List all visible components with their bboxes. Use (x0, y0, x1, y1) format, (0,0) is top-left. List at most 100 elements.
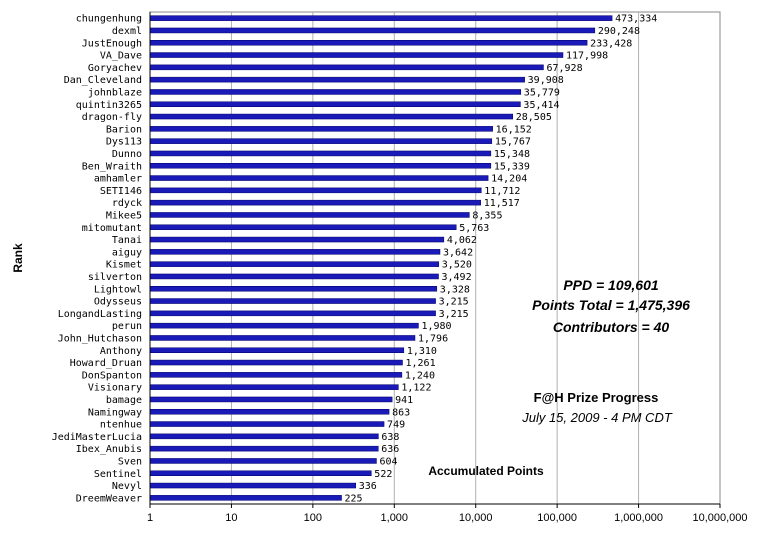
bar (149, 495, 342, 501)
category-label: Dys113 (106, 137, 142, 148)
x-tick-label: 100 (304, 512, 322, 524)
y-axis-title: Rank (11, 243, 25, 273)
value-label: 473,334 (615, 14, 657, 25)
category-label: Nevyl (112, 481, 142, 492)
category-label: Goryachev (88, 63, 142, 74)
bar (149, 396, 393, 403)
bar (149, 163, 492, 169)
bar (149, 470, 372, 476)
bar (149, 113, 514, 120)
points-total-annotation: Points Total = 1,475,396 (532, 297, 690, 313)
category-label: ntenhue (100, 420, 142, 431)
bar (149, 224, 457, 230)
value-label: 3,215 (439, 309, 469, 320)
category-label: JustEnough (82, 38, 142, 49)
value-label: 11,712 (484, 186, 520, 197)
progress-date: July 15, 2009 - 4 PM CDT (521, 410, 673, 425)
bar (149, 101, 521, 107)
value-label: 67,928 (546, 63, 582, 74)
category-label: perun (112, 321, 142, 332)
bar (149, 409, 390, 415)
value-label: 4,062 (447, 235, 477, 246)
ppd-annotation: PPD = 109,601 (563, 277, 659, 293)
value-label: 941 (395, 395, 413, 406)
x-tick-label: 1,000 (381, 512, 409, 524)
contributors-annotation: Contributors = 40 (553, 319, 670, 335)
category-label: quintin3265 (76, 100, 142, 111)
category-label: Mikee5 (106, 210, 142, 221)
bar (149, 298, 436, 304)
category-label: JediMasterLucia (52, 432, 142, 443)
value-label: 225 (345, 493, 363, 504)
value-label: 1,261 (405, 358, 435, 369)
value-label: 1,122 (401, 383, 431, 394)
x-tick-label: 10,000 (459, 512, 493, 524)
bar (149, 421, 385, 427)
category-label: silverton (88, 272, 142, 283)
bar (149, 64, 544, 71)
category-label: Howard_Druan (70, 358, 142, 369)
x-tick-label: 10,000,000 (692, 512, 747, 524)
bar (149, 27, 596, 34)
bar (149, 249, 441, 255)
value-label: 16,152 (496, 124, 532, 135)
category-label: Visionary (88, 383, 142, 394)
bar (149, 187, 482, 194)
bar (149, 322, 419, 329)
bar (149, 482, 356, 489)
value-label: 8,355 (472, 210, 502, 221)
value-label: 233,428 (590, 38, 632, 49)
category-label: VA_Dave (100, 51, 142, 62)
bar (149, 335, 416, 341)
value-label: 863 (392, 407, 410, 418)
value-label: 15,339 (494, 161, 530, 172)
x-tick-label: 10 (225, 512, 237, 524)
category-label: Dunno (112, 149, 142, 160)
value-label: 604 (379, 456, 397, 467)
category-label: bamage (106, 395, 142, 406)
value-label: 1,310 (407, 346, 437, 357)
bar (149, 347, 405, 353)
value-label: 11,517 (484, 198, 520, 209)
category-label: Odysseus (94, 297, 142, 308)
bar (149, 310, 436, 317)
category-label: amhamler (94, 174, 142, 185)
category-label: John_Hutchason (58, 333, 142, 344)
value-label: 3,215 (439, 297, 469, 308)
category-label: Sven (118, 456, 142, 467)
bar (149, 150, 492, 157)
category-label: chungenhung (76, 14, 142, 25)
category-label: dragon-fly (82, 112, 142, 123)
category-label: Barion (106, 124, 142, 135)
bar (149, 40, 588, 46)
bar (149, 175, 489, 181)
bar (149, 445, 379, 452)
category-label: mitomutant (82, 223, 142, 234)
progress-title: F@H Prize Progress (534, 390, 659, 405)
category-label: SETI146 (100, 186, 142, 197)
category-label: DonSpanton (82, 370, 142, 381)
value-label: 3,642 (443, 247, 473, 258)
plot-area (149, 11, 721, 505)
bar (149, 261, 440, 267)
category-label: Sentinel (94, 469, 142, 480)
category-label: Ben_Wraith (82, 161, 142, 172)
value-label: 35,779 (524, 87, 560, 98)
value-label: 638 (381, 432, 399, 443)
bar (149, 15, 613, 21)
value-label: 749 (387, 420, 405, 431)
value-label: 117,998 (566, 51, 608, 62)
bar (149, 138, 493, 144)
x-tick-label: 1 (147, 512, 153, 524)
x-tick-label: 1,000,000 (614, 512, 663, 524)
x-tick-labels: 1 10 100 1,000 10,000 100,000 1,000,000 10,000,… (147, 504, 748, 524)
bar (149, 199, 481, 206)
value-label: 14,204 (491, 174, 527, 185)
category-label: LongandLasting (58, 309, 142, 320)
value-label: 636 (381, 444, 399, 455)
bar (149, 236, 445, 243)
bar (149, 433, 379, 440)
value-label: 1,240 (405, 370, 435, 381)
